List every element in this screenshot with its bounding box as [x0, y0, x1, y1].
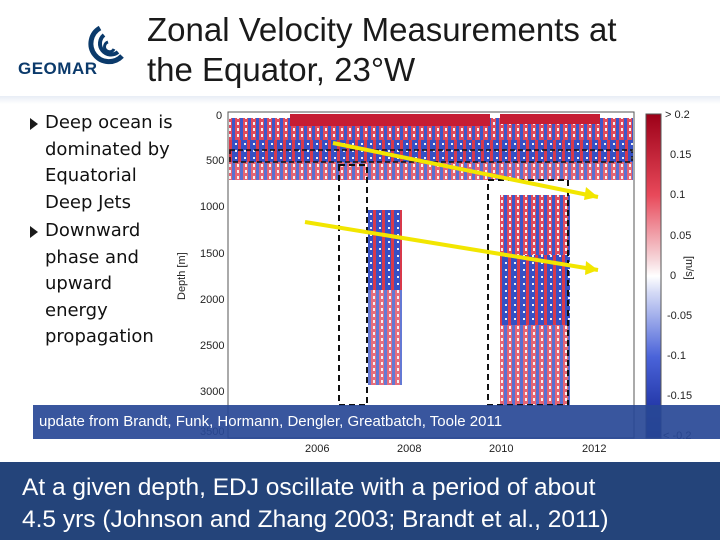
colorbar-tick-label: -0.05	[667, 310, 693, 322]
data-upper-band	[229, 162, 633, 180]
title-line-2: the Equator, 23°W	[147, 51, 416, 88]
colorbar-tick-label: -0.1	[667, 350, 686, 362]
y-tick-label: 500	[206, 155, 225, 167]
data-surface-band	[500, 114, 600, 124]
trend-line-upper	[332, 141, 599, 199]
colorbar-tick-label: 0.1	[670, 189, 686, 201]
y-tick-label: 1000	[200, 201, 225, 213]
geomar-logo: GEOMAR	[14, 22, 138, 92]
colorbar-tick-label: -0.15	[667, 390, 693, 402]
colorbar-unit-label: [m/s]	[683, 256, 695, 280]
title-line-1: Zonal Velocity Measurements at	[147, 11, 617, 48]
bullet-item: Downward phase and upward energy propaga…	[30, 218, 180, 351]
x-tick-label: 2008	[397, 443, 422, 455]
upper-layer-box	[229, 149, 633, 163]
colorbar-tick-label: 0.05	[670, 230, 692, 242]
title-divider	[0, 96, 720, 104]
bullet-text: Downward phase and upward energy propaga…	[45, 220, 154, 347]
triangle-bullet-icon	[30, 118, 38, 130]
y-axis-label: Depth [m]	[176, 252, 188, 300]
data-surface-band	[290, 114, 490, 126]
data-deep-profile-2007	[368, 290, 402, 385]
trend-line-lower	[304, 220, 599, 272]
summary-line-1: At a given depth, EDJ oscillate with a p…	[22, 474, 596, 501]
y-tick-label: 2500	[200, 340, 225, 352]
y-tick-label: 3000	[200, 386, 225, 398]
colorbar	[645, 113, 662, 439]
bullet-text: Deep ocean is dominated by Equatorial De…	[45, 112, 173, 213]
colorbar-tick-label: > 0.2	[665, 109, 690, 121]
x-tick-label: 2010	[489, 443, 514, 455]
logo-text: GEOMAR	[18, 59, 98, 78]
summary-panel	[0, 462, 720, 540]
citation-text: update from Brandt, Funk, Hormann, Dengl…	[39, 413, 503, 430]
x-tick-label: 2012	[582, 443, 607, 455]
trend-arrowhead-lower	[585, 261, 598, 275]
y-tick-label: 0	[216, 110, 223, 122]
geomar-swirl-icon	[88, 25, 124, 65]
bullet-list: Deep ocean is dominated by Equatorial De…	[30, 110, 180, 351]
summary-text: At a given depth, EDJ oscillate with a p…	[22, 472, 712, 536]
triangle-bullet-icon	[30, 226, 38, 238]
colorbar-tick-label: 0.15	[670, 149, 692, 161]
data-deep-profile-2010	[500, 325, 570, 405]
data-deep-profile-2010	[500, 195, 570, 255]
page-title: Zonal Velocity Measurements at the Equat…	[147, 10, 707, 90]
data-deep-profile-2010	[500, 255, 570, 325]
trend-arrowhead-upper	[584, 187, 598, 200]
colorbar-tick-label: 0	[670, 270, 677, 282]
x-tick-label: 2006	[305, 443, 330, 455]
summary-line-2: 4.5 yrs (Johnson and Zhang 2003; Brandt …	[22, 506, 609, 533]
data-deep-profile-2007	[368, 210, 402, 290]
data-upper-band	[229, 140, 633, 162]
bullet-item: Deep ocean is dominated by Equatorial De…	[30, 110, 180, 216]
y-tick-label: 2000	[200, 294, 225, 306]
citation-banner	[33, 405, 720, 439]
y-tick-label: 1500	[200, 248, 225, 260]
